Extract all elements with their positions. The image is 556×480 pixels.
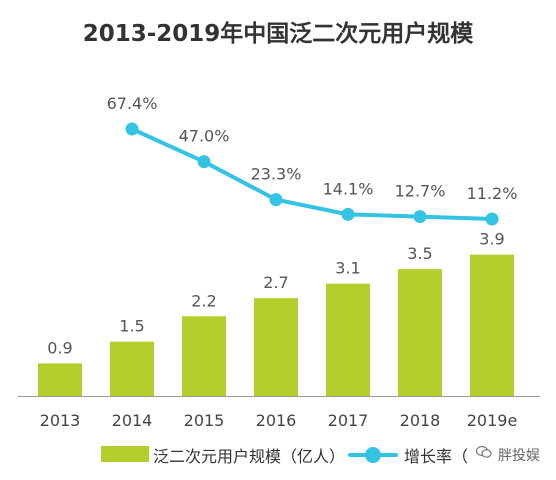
x-tick-label-2013: 2013 [40,411,81,430]
growth-rate-point-2018 [413,210,427,224]
watermark: 胖投娱 [470,441,556,467]
growth-rate-label-2018: 12.7% [395,182,446,201]
legend-line-label: 增长率（ [404,447,469,466]
bar-label-2019e: 3.9 [479,230,504,249]
growth-rate-label-2019e: 11.2% [467,184,518,203]
growth-rate-label-2016: 23.3% [251,165,302,184]
x-tick-label-2015: 2015 [184,411,225,430]
x-tick-label-2018: 2018 [400,411,441,430]
growth-rate-point-2017 [341,207,355,221]
legend-bar-swatch [101,446,149,462]
bar-label-2014: 1.5 [119,317,144,336]
bar-label-2016: 2.7 [263,273,288,292]
growth-rate-point-2016 [269,193,283,207]
chart-title: 2013-2019年中国泛二次元用户规模 [82,21,474,47]
bar-label-2018: 3.5 [407,244,432,263]
bar-2016 [254,298,298,396]
bar-label-2013: 0.9 [47,338,72,357]
wechat-icon [476,445,492,458]
x-tick-label-2019e: 2019e [467,411,518,430]
chart-plot: 0.9 1.5 2.2 2.7 3.1 3.5 3.9 2013 2014 2015 2016 201… [18,94,540,430]
bar-2017 [326,283,370,396]
legend-bar-label: 泛二次元用户规模（亿人） [153,447,346,466]
growth-rate-label-2014: 67.4% [107,94,158,113]
growth-rate-line [130,127,494,221]
legend-line-marker [365,447,381,463]
bar-label-2015: 2.2 [191,291,216,310]
watermark-text: 胖投娱 [498,448,540,464]
bar-2019e [470,254,514,396]
bar-label-2017: 3.1 [335,259,360,278]
x-tick-label-2014: 2014 [112,411,153,430]
x-tick-label-2016: 2016 [256,411,297,430]
bar-2018 [398,269,442,396]
growth-rate-point-2019e [485,212,499,226]
bar-2015 [182,316,226,396]
growth-rate-point-2015 [197,155,211,169]
growth-rate-label-2015: 47.0% [179,127,230,146]
bar-2014 [110,341,154,396]
bar-2013 [38,363,82,396]
x-tick-label-2017: 2017 [328,411,369,430]
legend: 泛二次元用户规模（亿人） 增长率（ [0,440,556,468]
growth-rate-label-2017: 14.1% [323,179,374,198]
growth-rate-point-2014 [125,122,139,136]
